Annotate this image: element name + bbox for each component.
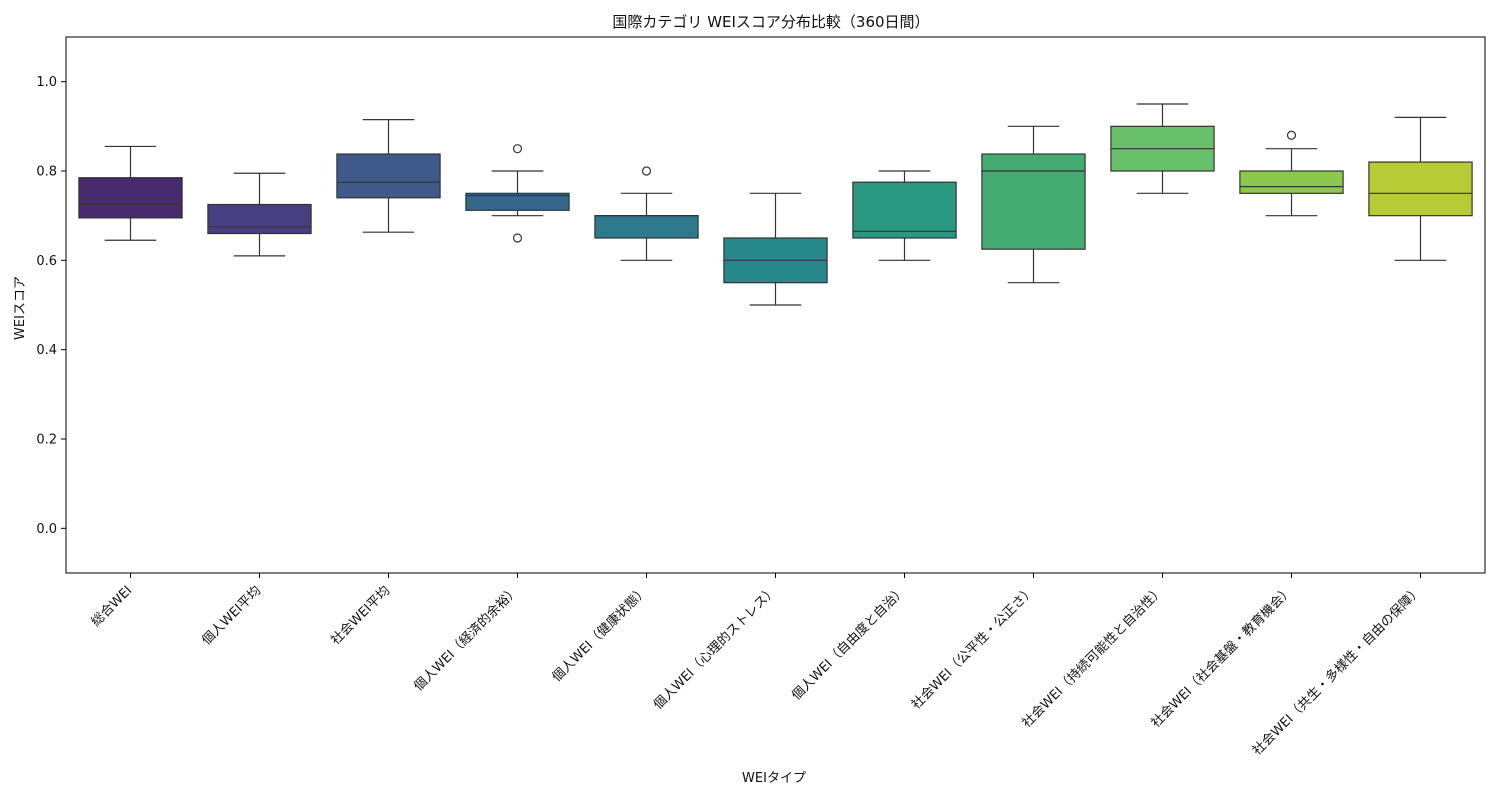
iqr-box: [1368, 161, 1473, 217]
outlier-point: [512, 144, 523, 154]
box-11: [1368, 116, 1473, 261]
iqr-box: [336, 153, 441, 199]
iqr-box: [1239, 170, 1344, 194]
iqr-box: [594, 215, 699, 239]
y-tick-label: 0.4: [36, 343, 57, 358]
y-tick-label: 0.2: [36, 433, 57, 448]
y-tick-label: 0.0: [36, 522, 57, 537]
box-10: [1239, 130, 1344, 217]
x-tick-label: 社会WEI（持続可能性と自治性）: [1019, 583, 1167, 731]
x-tick-label: 社会WEI（社会基盤・教育機会）: [1148, 583, 1296, 731]
x-axis-label: WEIタイプ: [742, 771, 806, 786]
box-4: [465, 144, 570, 243]
outlier-point: [512, 233, 523, 243]
x-tick-label: 個人WEI（経済的余裕）: [411, 583, 523, 695]
x-tick-label: 総合WEI: [89, 583, 136, 630]
y-tick-label: 1.0: [36, 75, 57, 90]
iqr-box: [981, 153, 1086, 250]
iqr-box: [78, 177, 183, 219]
outlier-point: [641, 166, 652, 176]
x-tick-label: 個人WEI（健康状態）: [549, 583, 651, 685]
chart-title: 国際カテゴリ WEIスコア分布比較（360日間）: [612, 13, 929, 31]
iqr-box: [207, 203, 312, 235]
y-axis-label: WEIスコア: [13, 276, 28, 340]
box-2: [207, 172, 312, 257]
box-8: [981, 125, 1086, 284]
outlier-point: [1286, 130, 1297, 140]
box-3: [336, 119, 441, 233]
box-6: [723, 192, 828, 306]
plot-area: [78, 103, 1473, 306]
x-tick-label: 個人WEI（心理的ストレス）: [650, 583, 780, 713]
y-tick-label: 0.6: [36, 254, 57, 269]
iqr-box: [852, 181, 957, 239]
x-axis: 総合WEI 個人WEI平均 社会WEI平均 個人WEI（経済的余裕） 個人WEI（健康状…: [89, 573, 1425, 759]
box-9: [1110, 103, 1215, 194]
box-1: [78, 145, 183, 241]
x-tick-label: 社会WEI平均: [328, 583, 394, 649]
x-tick-label: 個人WEI（自由度と自治）: [788, 583, 909, 704]
box-5: [594, 166, 699, 261]
y-axis: 0.0 0.2 0.4 0.6 0.8 1.0: [36, 75, 66, 537]
iqr-box: [465, 192, 570, 211]
x-tick-label: 個人WEI平均: [199, 583, 264, 648]
x-tick-label: 社会WEI（公平性・公正さ）: [908, 583, 1038, 713]
y-tick-label: 0.8: [36, 165, 57, 180]
box-7: [852, 170, 957, 261]
